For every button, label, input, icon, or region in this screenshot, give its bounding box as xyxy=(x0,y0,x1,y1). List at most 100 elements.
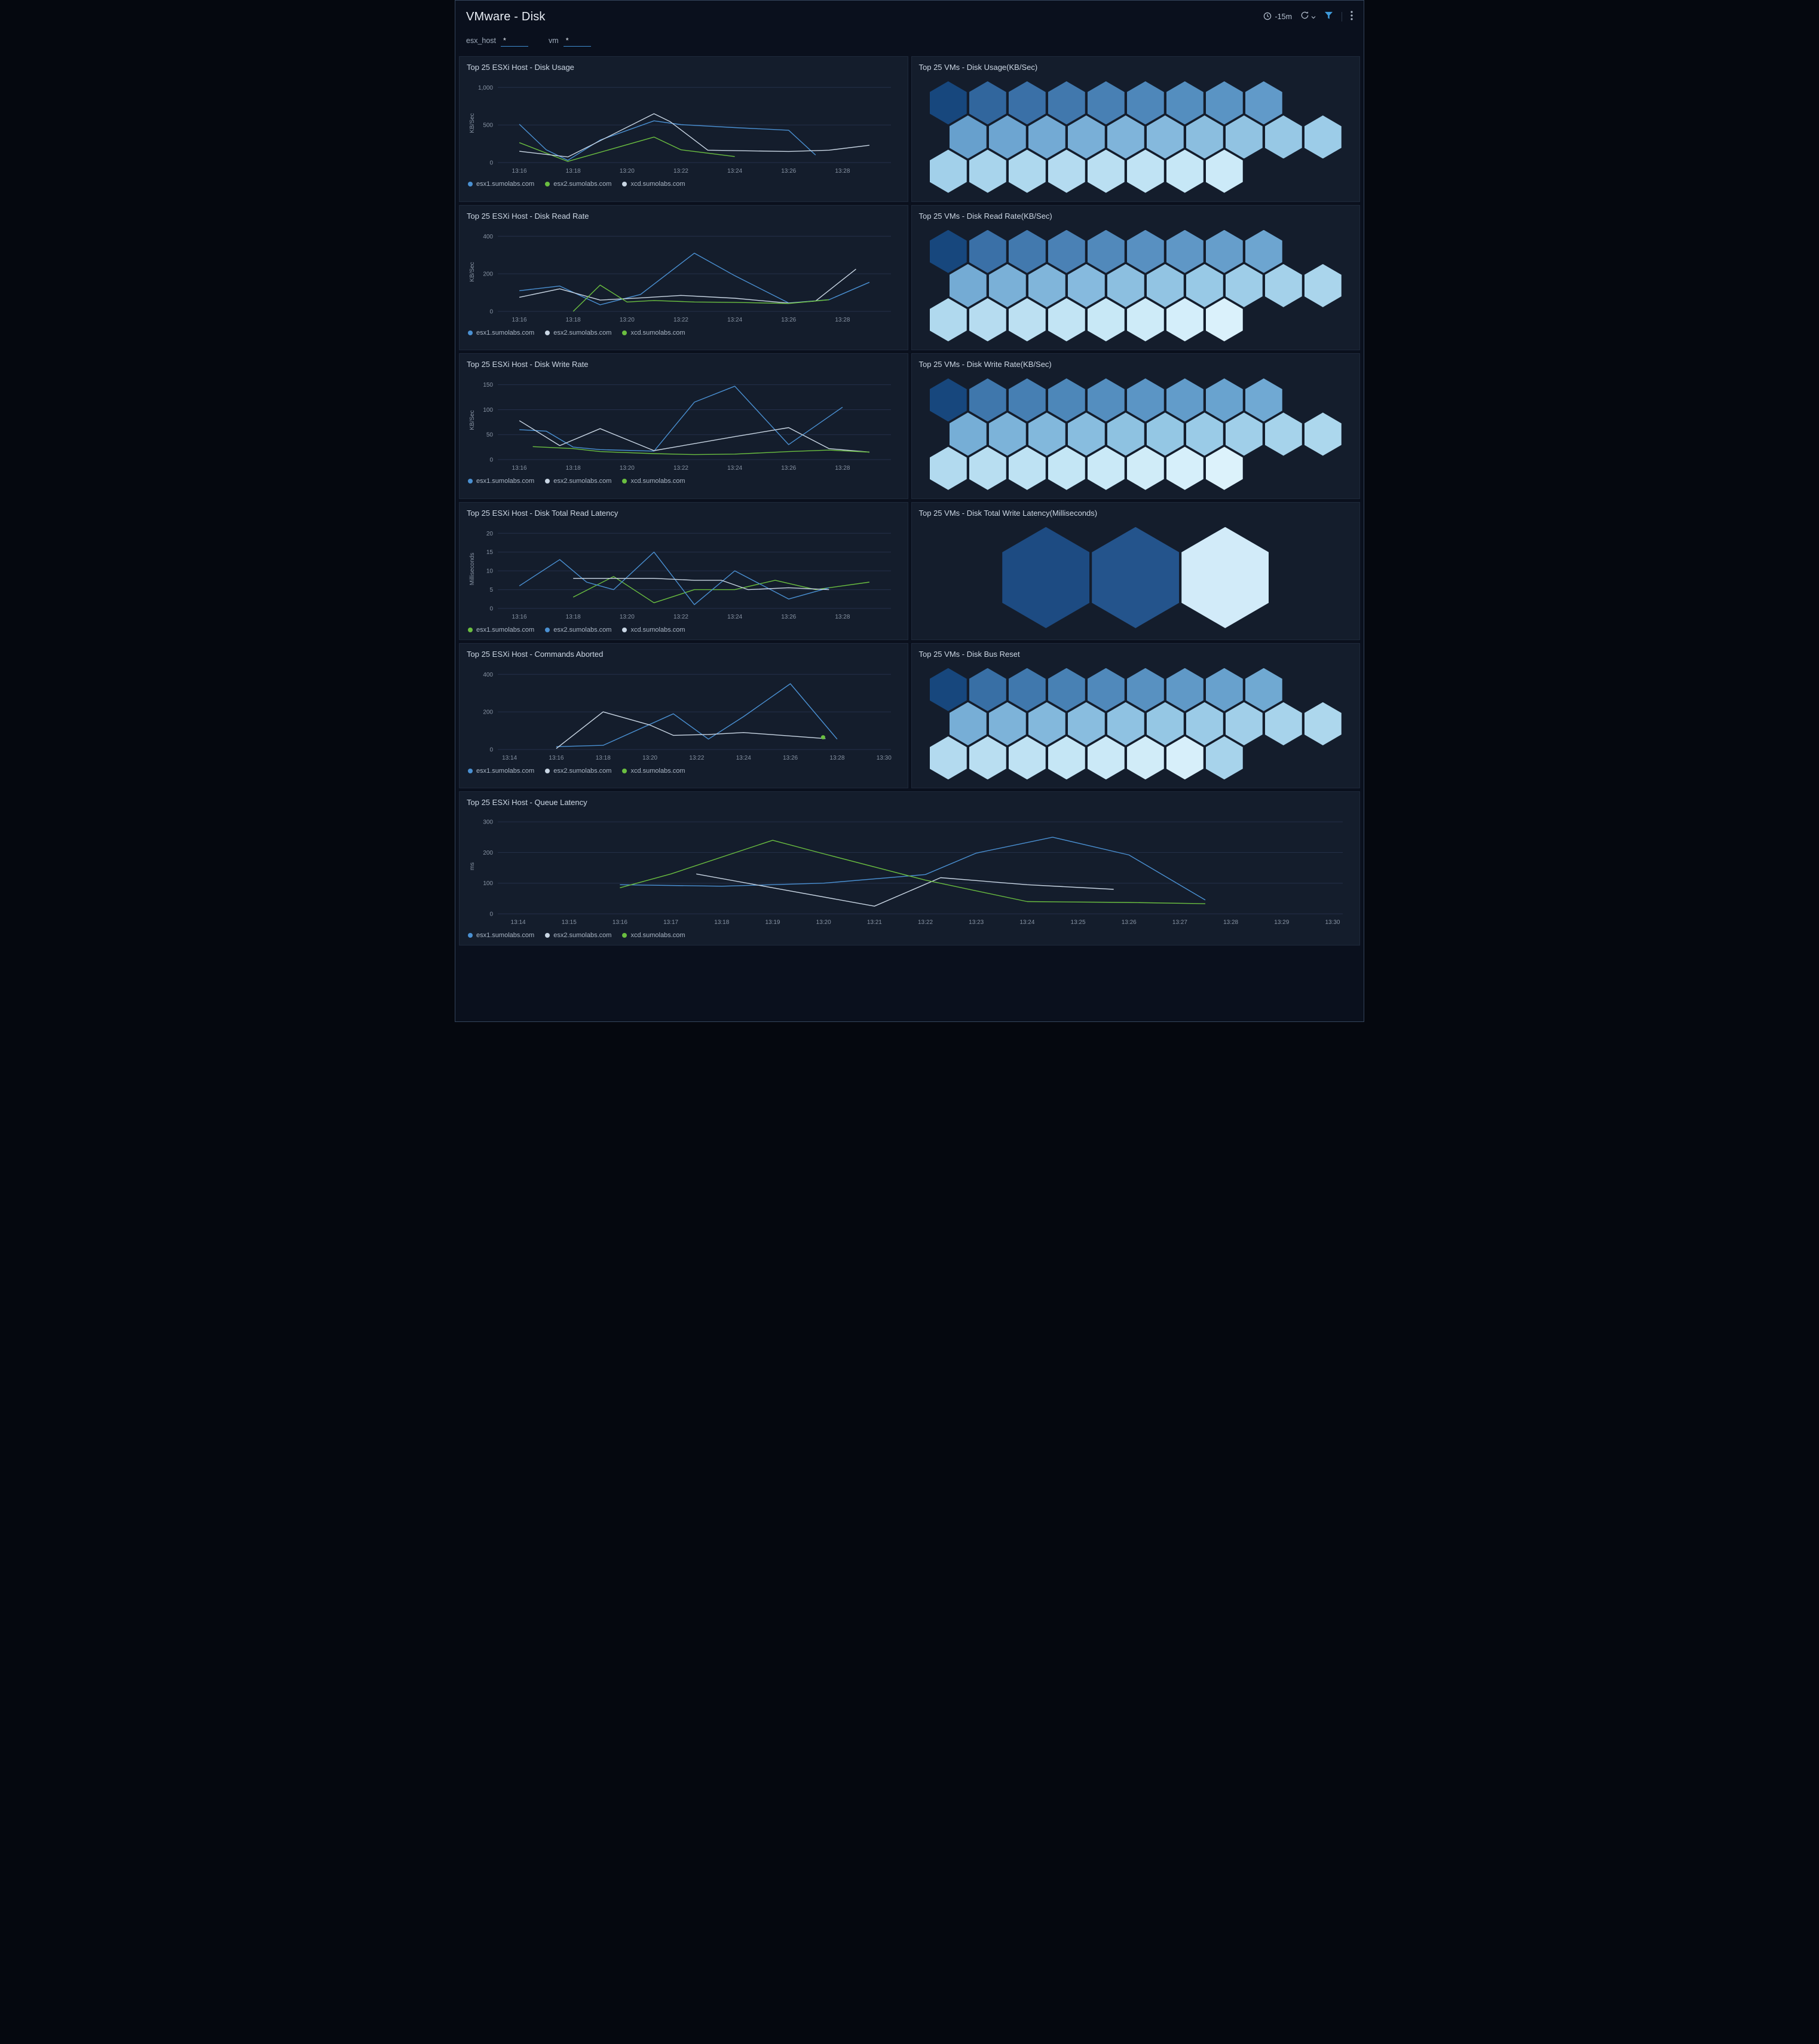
legend-item[interactable]: esx1.sumolabs.com xyxy=(468,478,534,485)
hex-cell[interactable] xyxy=(1028,702,1065,746)
hex-cell[interactable] xyxy=(1166,668,1204,711)
hex-cell[interactable] xyxy=(1048,378,1085,422)
hex-cell[interactable] xyxy=(1048,81,1085,125)
legend-item[interactable]: esx1.sumolabs.com xyxy=(468,180,534,188)
legend-item[interactable]: esx2.sumolabs.com xyxy=(545,329,611,336)
hex-cell[interactable] xyxy=(1166,81,1204,125)
hex-cell[interactable] xyxy=(1126,736,1164,780)
hex-cell[interactable] xyxy=(1048,298,1085,342)
hex-cell[interactable] xyxy=(949,702,987,746)
hex-cell[interactable] xyxy=(1087,668,1125,711)
hex-cell[interactable] xyxy=(1008,446,1046,490)
hex-cell[interactable] xyxy=(1304,412,1342,456)
hex-cell[interactable] xyxy=(969,298,1006,342)
hex-cell[interactable] xyxy=(929,736,967,780)
hex-cell[interactable] xyxy=(1225,264,1263,307)
hex-cell[interactable] xyxy=(949,412,987,456)
hex-cell[interactable] xyxy=(1146,264,1184,307)
hex-cell[interactable] xyxy=(1087,149,1125,193)
hex-cell[interactable] xyxy=(1304,702,1342,746)
legend-item[interactable]: esx2.sumolabs.com xyxy=(545,478,611,485)
hex-cell[interactable] xyxy=(1126,81,1164,125)
hex-cell[interactable] xyxy=(1264,702,1302,746)
legend-item[interactable]: esx1.sumolabs.com xyxy=(468,329,534,336)
hex-cell[interactable] xyxy=(1225,702,1263,746)
legend-item[interactable]: esx1.sumolabs.com xyxy=(468,626,534,634)
hex-cell[interactable] xyxy=(1008,230,1046,273)
hex-cell[interactable] xyxy=(1166,149,1204,193)
legend-item[interactable]: xcd.sumolabs.com xyxy=(622,767,685,775)
hex-cell[interactable] xyxy=(1028,264,1065,307)
legend-item[interactable]: xcd.sumolabs.com xyxy=(622,626,685,634)
hex-cell[interactable] xyxy=(1166,446,1204,490)
hex-cell[interactable] xyxy=(1048,149,1085,193)
hex-cell[interactable] xyxy=(1126,230,1164,273)
hex-cell[interactable] xyxy=(1205,736,1243,780)
hex-cell[interactable] xyxy=(929,298,967,342)
hex-cell[interactable] xyxy=(1067,115,1105,159)
hex-cell[interactable] xyxy=(1225,412,1263,456)
hex-cell[interactable] xyxy=(929,149,967,193)
hex-cell[interactable] xyxy=(1048,736,1085,780)
hex-cell[interactable] xyxy=(1107,412,1144,456)
hex-cell[interactable] xyxy=(1304,115,1342,159)
hex-cell[interactable] xyxy=(929,81,967,125)
hex-cell[interactable] xyxy=(1205,668,1243,711)
hex-cell[interactable] xyxy=(1166,230,1204,273)
hex-cell[interactable] xyxy=(1264,264,1302,307)
hex-cell[interactable] xyxy=(1205,149,1243,193)
hex-cell[interactable] xyxy=(1067,412,1105,456)
hex-cell[interactable] xyxy=(1205,298,1243,342)
hex-cell[interactable] xyxy=(1067,702,1105,746)
hex-cell[interactable] xyxy=(1126,298,1164,342)
hex-cell[interactable] xyxy=(1245,668,1282,711)
filter-esx-host-input[interactable] xyxy=(501,35,529,47)
hex-cell[interactable] xyxy=(1126,149,1164,193)
hex-cell[interactable] xyxy=(1048,446,1085,490)
hex-cell[interactable] xyxy=(1002,527,1090,628)
hex-cell[interactable] xyxy=(1028,115,1065,159)
hex-cell[interactable] xyxy=(1186,115,1223,159)
hex-cell[interactable] xyxy=(1264,412,1302,456)
hex-cell[interactable] xyxy=(1048,668,1085,711)
hex-cell[interactable] xyxy=(1205,81,1243,125)
hex-cell[interactable] xyxy=(929,230,967,273)
legend-item[interactable]: xcd.sumolabs.com xyxy=(622,329,685,336)
hex-cell[interactable] xyxy=(969,446,1006,490)
hex-cell[interactable] xyxy=(969,668,1006,711)
hex-cell[interactable] xyxy=(1087,736,1125,780)
hex-cell[interactable] xyxy=(1146,412,1184,456)
hex-cell[interactable] xyxy=(1245,230,1282,273)
hex-cell[interactable] xyxy=(1048,230,1085,273)
hex-cell[interactable] xyxy=(1126,668,1164,711)
hex-cell[interactable] xyxy=(988,115,1026,159)
hex-cell[interactable] xyxy=(949,115,987,159)
hex-cell[interactable] xyxy=(1186,412,1223,456)
hex-cell[interactable] xyxy=(988,412,1026,456)
hex-cell[interactable] xyxy=(1008,378,1046,422)
legend-item[interactable]: esx2.sumolabs.com xyxy=(545,767,611,775)
legend-item[interactable]: esx2.sumolabs.com xyxy=(545,932,611,939)
hex-cell[interactable] xyxy=(929,446,967,490)
hex-cell[interactable] xyxy=(969,149,1006,193)
hex-cell[interactable] xyxy=(1107,115,1144,159)
hex-cell[interactable] xyxy=(1008,736,1046,780)
hex-cell[interactable] xyxy=(949,264,987,307)
hex-cell[interactable] xyxy=(1166,298,1204,342)
hex-cell[interactable] xyxy=(1264,115,1302,159)
hex-cell[interactable] xyxy=(1067,264,1105,307)
legend-item[interactable]: xcd.sumolabs.com xyxy=(622,478,685,485)
hex-cell[interactable] xyxy=(1008,298,1046,342)
hex-cell[interactable] xyxy=(1146,702,1184,746)
hex-cell[interactable] xyxy=(1166,378,1204,422)
hex-cell[interactable] xyxy=(929,668,967,711)
hex-cell[interactable] xyxy=(1126,446,1164,490)
refresh-button[interactable] xyxy=(1300,11,1316,23)
hex-cell[interactable] xyxy=(1205,378,1243,422)
hex-cell[interactable] xyxy=(969,81,1006,125)
hex-cell[interactable] xyxy=(1186,702,1223,746)
hex-cell[interactable] xyxy=(1146,115,1184,159)
legend-item[interactable]: xcd.sumolabs.com xyxy=(622,180,685,188)
kebab-menu-button[interactable] xyxy=(1351,10,1353,23)
hex-cell[interactable] xyxy=(1186,264,1223,307)
